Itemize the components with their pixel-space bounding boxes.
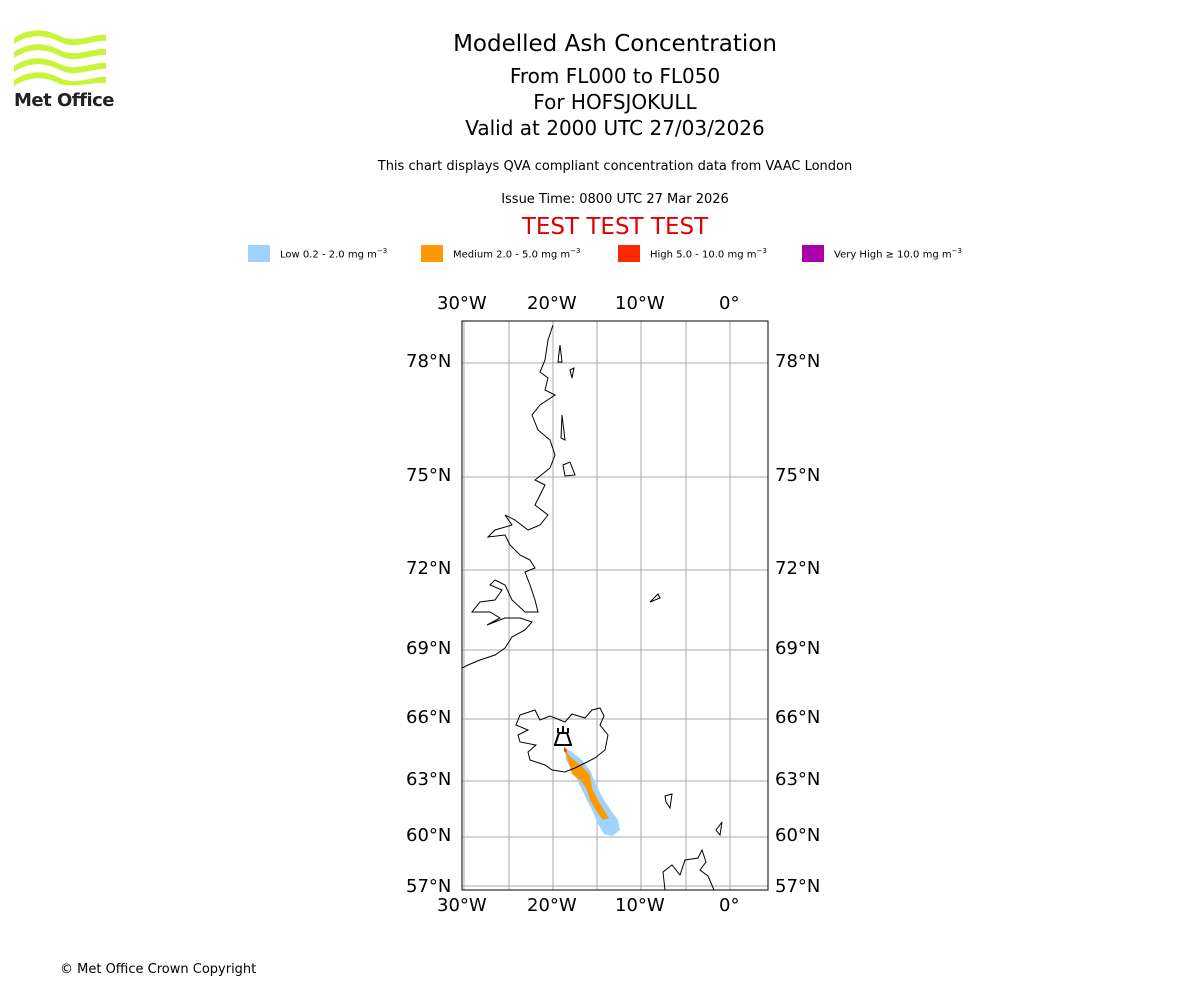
graticule [462, 321, 768, 890]
lat-label: 78°N [406, 351, 452, 372]
legend-swatch-low [248, 245, 270, 262]
shetland [715, 821, 723, 837]
lat-label: 63°N [775, 769, 821, 790]
faroe-islands [664, 793, 673, 810]
lat-label: 78°N [775, 351, 821, 372]
lat-label: 75°N [406, 465, 452, 486]
chart-title: Modelled Ash Concentration [453, 31, 777, 57]
greenland-coast [462, 324, 556, 669]
flight-levels: From FL000 to FL050 [509, 64, 721, 88]
coastlines [462, 324, 723, 890]
lat-label: 57°N [775, 876, 821, 897]
lon-label: 10°W [615, 895, 665, 916]
lon-label: 30°W [437, 895, 487, 916]
legend-swatch-medium [421, 245, 443, 262]
lat-label: 69°N [406, 638, 452, 659]
logo-waves-icon [14, 30, 106, 86]
legend-label-very-high: Very High ≥ 10.0 mg m−3 [834, 247, 962, 261]
lat-label: 57°N [406, 876, 452, 897]
logo-text: Met Office [14, 90, 115, 111]
legend-label-medium: Medium 2.0 - 5.0 mg m−3 [453, 247, 581, 261]
lat-label: 60°N [775, 825, 821, 846]
volcano-name: For HOFSJOKULL [533, 90, 697, 114]
lon-label: 20°W [527, 293, 577, 314]
lat-label: 63°N [406, 769, 452, 790]
lon-label: 30°W [437, 293, 487, 314]
ash-plume [564, 747, 620, 836]
issue-time: Issue Time: 0800 UTC 27 Mar 2026 [501, 192, 729, 207]
legend-label-high: High 5.0 - 10.0 mg m−3 [650, 247, 767, 261]
test-banner: TEST TEST TEST [521, 214, 709, 240]
lat-label: 60°N [406, 825, 452, 846]
plume-high [564, 747, 567, 753]
lat-label: 66°N [775, 707, 821, 728]
copyright: © Met Office Crown Copyright [60, 962, 257, 977]
lon-label: 20°W [527, 895, 577, 916]
valid-time: Valid at 2000 UTC 27/03/2026 [465, 116, 765, 140]
volcano-icon [554, 726, 572, 746]
legend-swatch-high [618, 245, 640, 262]
scotland-coast [662, 848, 715, 890]
lat-label: 72°N [406, 558, 452, 579]
lat-label: 69°N [775, 638, 821, 659]
legend-swatch-very-high [802, 245, 824, 262]
lon-label: 10°W [615, 293, 665, 314]
jan-mayen [649, 593, 661, 603]
lon-label: 0° [719, 293, 740, 314]
lon-label: 0° [719, 895, 740, 916]
iceland-coast [515, 707, 609, 773]
description: This chart displays QVA compliant concen… [377, 159, 853, 174]
lat-label: 75°N [775, 465, 821, 486]
lat-label: 66°N [406, 707, 452, 728]
legend-label-low: Low 0.2 - 2.0 mg m−3 [280, 247, 388, 261]
lat-label: 72°N [775, 558, 821, 579]
plume-medium [564, 747, 609, 820]
map-frame [461, 320, 769, 891]
